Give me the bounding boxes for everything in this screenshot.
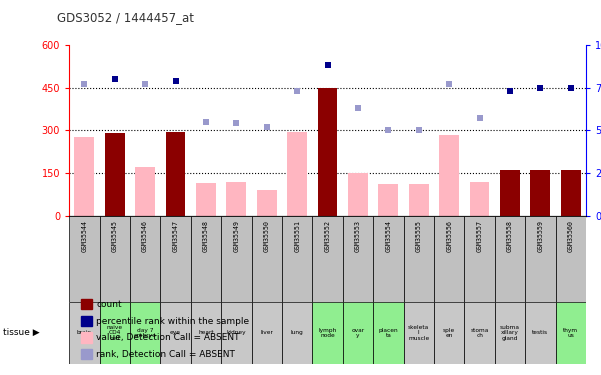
Bar (403, 216, 434, 302)
Text: GSM35554: GSM35554 (385, 220, 391, 252)
Bar (465, 302, 495, 364)
Text: GSM35545: GSM35545 (112, 220, 118, 252)
Text: naive
CD4
cell: naive CD4 cell (106, 325, 123, 341)
Bar (130, 302, 160, 364)
Text: GSM35553: GSM35553 (355, 220, 361, 252)
Text: liver: liver (260, 330, 273, 335)
Bar (160, 216, 191, 302)
Bar (221, 216, 252, 302)
Text: GSM35559: GSM35559 (537, 220, 543, 252)
Bar (100, 216, 130, 302)
Text: GSM35548: GSM35548 (203, 220, 209, 252)
Text: kidney: kidney (227, 330, 246, 335)
Bar (373, 216, 403, 302)
Bar (105, 133, 124, 216)
Text: percentile rank within the sample: percentile rank within the sample (96, 316, 249, 326)
Text: rank, Detection Call = ABSENT: rank, Detection Call = ABSENT (96, 350, 235, 359)
Bar (313, 216, 343, 302)
Text: ovar
y: ovar y (352, 328, 365, 338)
Bar (75, 137, 94, 216)
Text: GSM35544: GSM35544 (81, 220, 87, 252)
Bar (403, 302, 434, 364)
Bar (191, 216, 221, 302)
Bar (135, 167, 155, 216)
Text: lung: lung (291, 330, 304, 335)
Bar (470, 182, 489, 216)
Text: brain: brain (77, 330, 92, 335)
Bar (100, 302, 130, 364)
Bar (313, 302, 343, 364)
Text: GSM35555: GSM35555 (416, 220, 422, 252)
Text: skeleta
l
muscle: skeleta l muscle (408, 325, 429, 341)
Bar (287, 132, 307, 216)
Text: GDS3052 / 1444457_at: GDS3052 / 1444457_at (57, 11, 194, 24)
Bar (166, 132, 185, 216)
Text: GSM35546: GSM35546 (142, 220, 148, 252)
Bar (69, 302, 100, 364)
Text: GSM35547: GSM35547 (172, 220, 178, 252)
Bar (348, 173, 368, 216)
Bar (500, 170, 520, 216)
Bar (465, 216, 495, 302)
Text: day 7
embryo: day 7 embryo (134, 328, 156, 338)
Bar (160, 302, 191, 364)
Text: GSM35552: GSM35552 (325, 220, 331, 252)
Bar (531, 170, 551, 216)
Text: placen
ta: placen ta (379, 328, 398, 338)
Bar (257, 190, 276, 216)
Bar (282, 216, 313, 302)
Text: heart: heart (198, 330, 214, 335)
Text: tissue ▶: tissue ▶ (3, 328, 40, 338)
Text: stoma
ch: stoma ch (471, 328, 489, 338)
Bar (69, 216, 100, 302)
Bar (343, 216, 373, 302)
Text: GSM35557: GSM35557 (477, 220, 483, 252)
Bar (439, 135, 459, 216)
Bar (434, 302, 465, 364)
Bar (495, 302, 525, 364)
Bar (227, 182, 246, 216)
Bar (196, 183, 216, 216)
Bar (561, 170, 581, 216)
Bar (318, 88, 337, 216)
Bar (282, 302, 313, 364)
Text: GSM35550: GSM35550 (264, 220, 270, 252)
Text: subma
xillary
gland: subma xillary gland (500, 325, 520, 341)
Text: count: count (96, 300, 122, 309)
Bar (409, 184, 429, 216)
Bar (130, 216, 160, 302)
Text: GSM35556: GSM35556 (446, 220, 452, 252)
Text: GSM35549: GSM35549 (233, 220, 239, 252)
Text: thym
us: thym us (563, 328, 578, 338)
Bar (525, 216, 555, 302)
Bar (555, 216, 586, 302)
Text: GSM35560: GSM35560 (568, 220, 574, 252)
Text: lymph
node: lymph node (319, 328, 337, 338)
Text: value, Detection Call = ABSENT: value, Detection Call = ABSENT (96, 333, 240, 342)
Text: GSM35558: GSM35558 (507, 220, 513, 252)
Bar (379, 184, 398, 216)
Bar (191, 302, 221, 364)
Text: sple
en: sple en (443, 328, 456, 338)
Bar (252, 302, 282, 364)
Text: testis: testis (532, 330, 549, 335)
Text: eye: eye (170, 330, 181, 335)
Bar (252, 216, 282, 302)
Bar (555, 302, 586, 364)
Bar (373, 302, 403, 364)
Bar (343, 302, 373, 364)
Text: GSM35551: GSM35551 (294, 220, 300, 252)
Bar (495, 216, 525, 302)
Bar (434, 216, 465, 302)
Bar (525, 302, 555, 364)
Bar (221, 302, 252, 364)
